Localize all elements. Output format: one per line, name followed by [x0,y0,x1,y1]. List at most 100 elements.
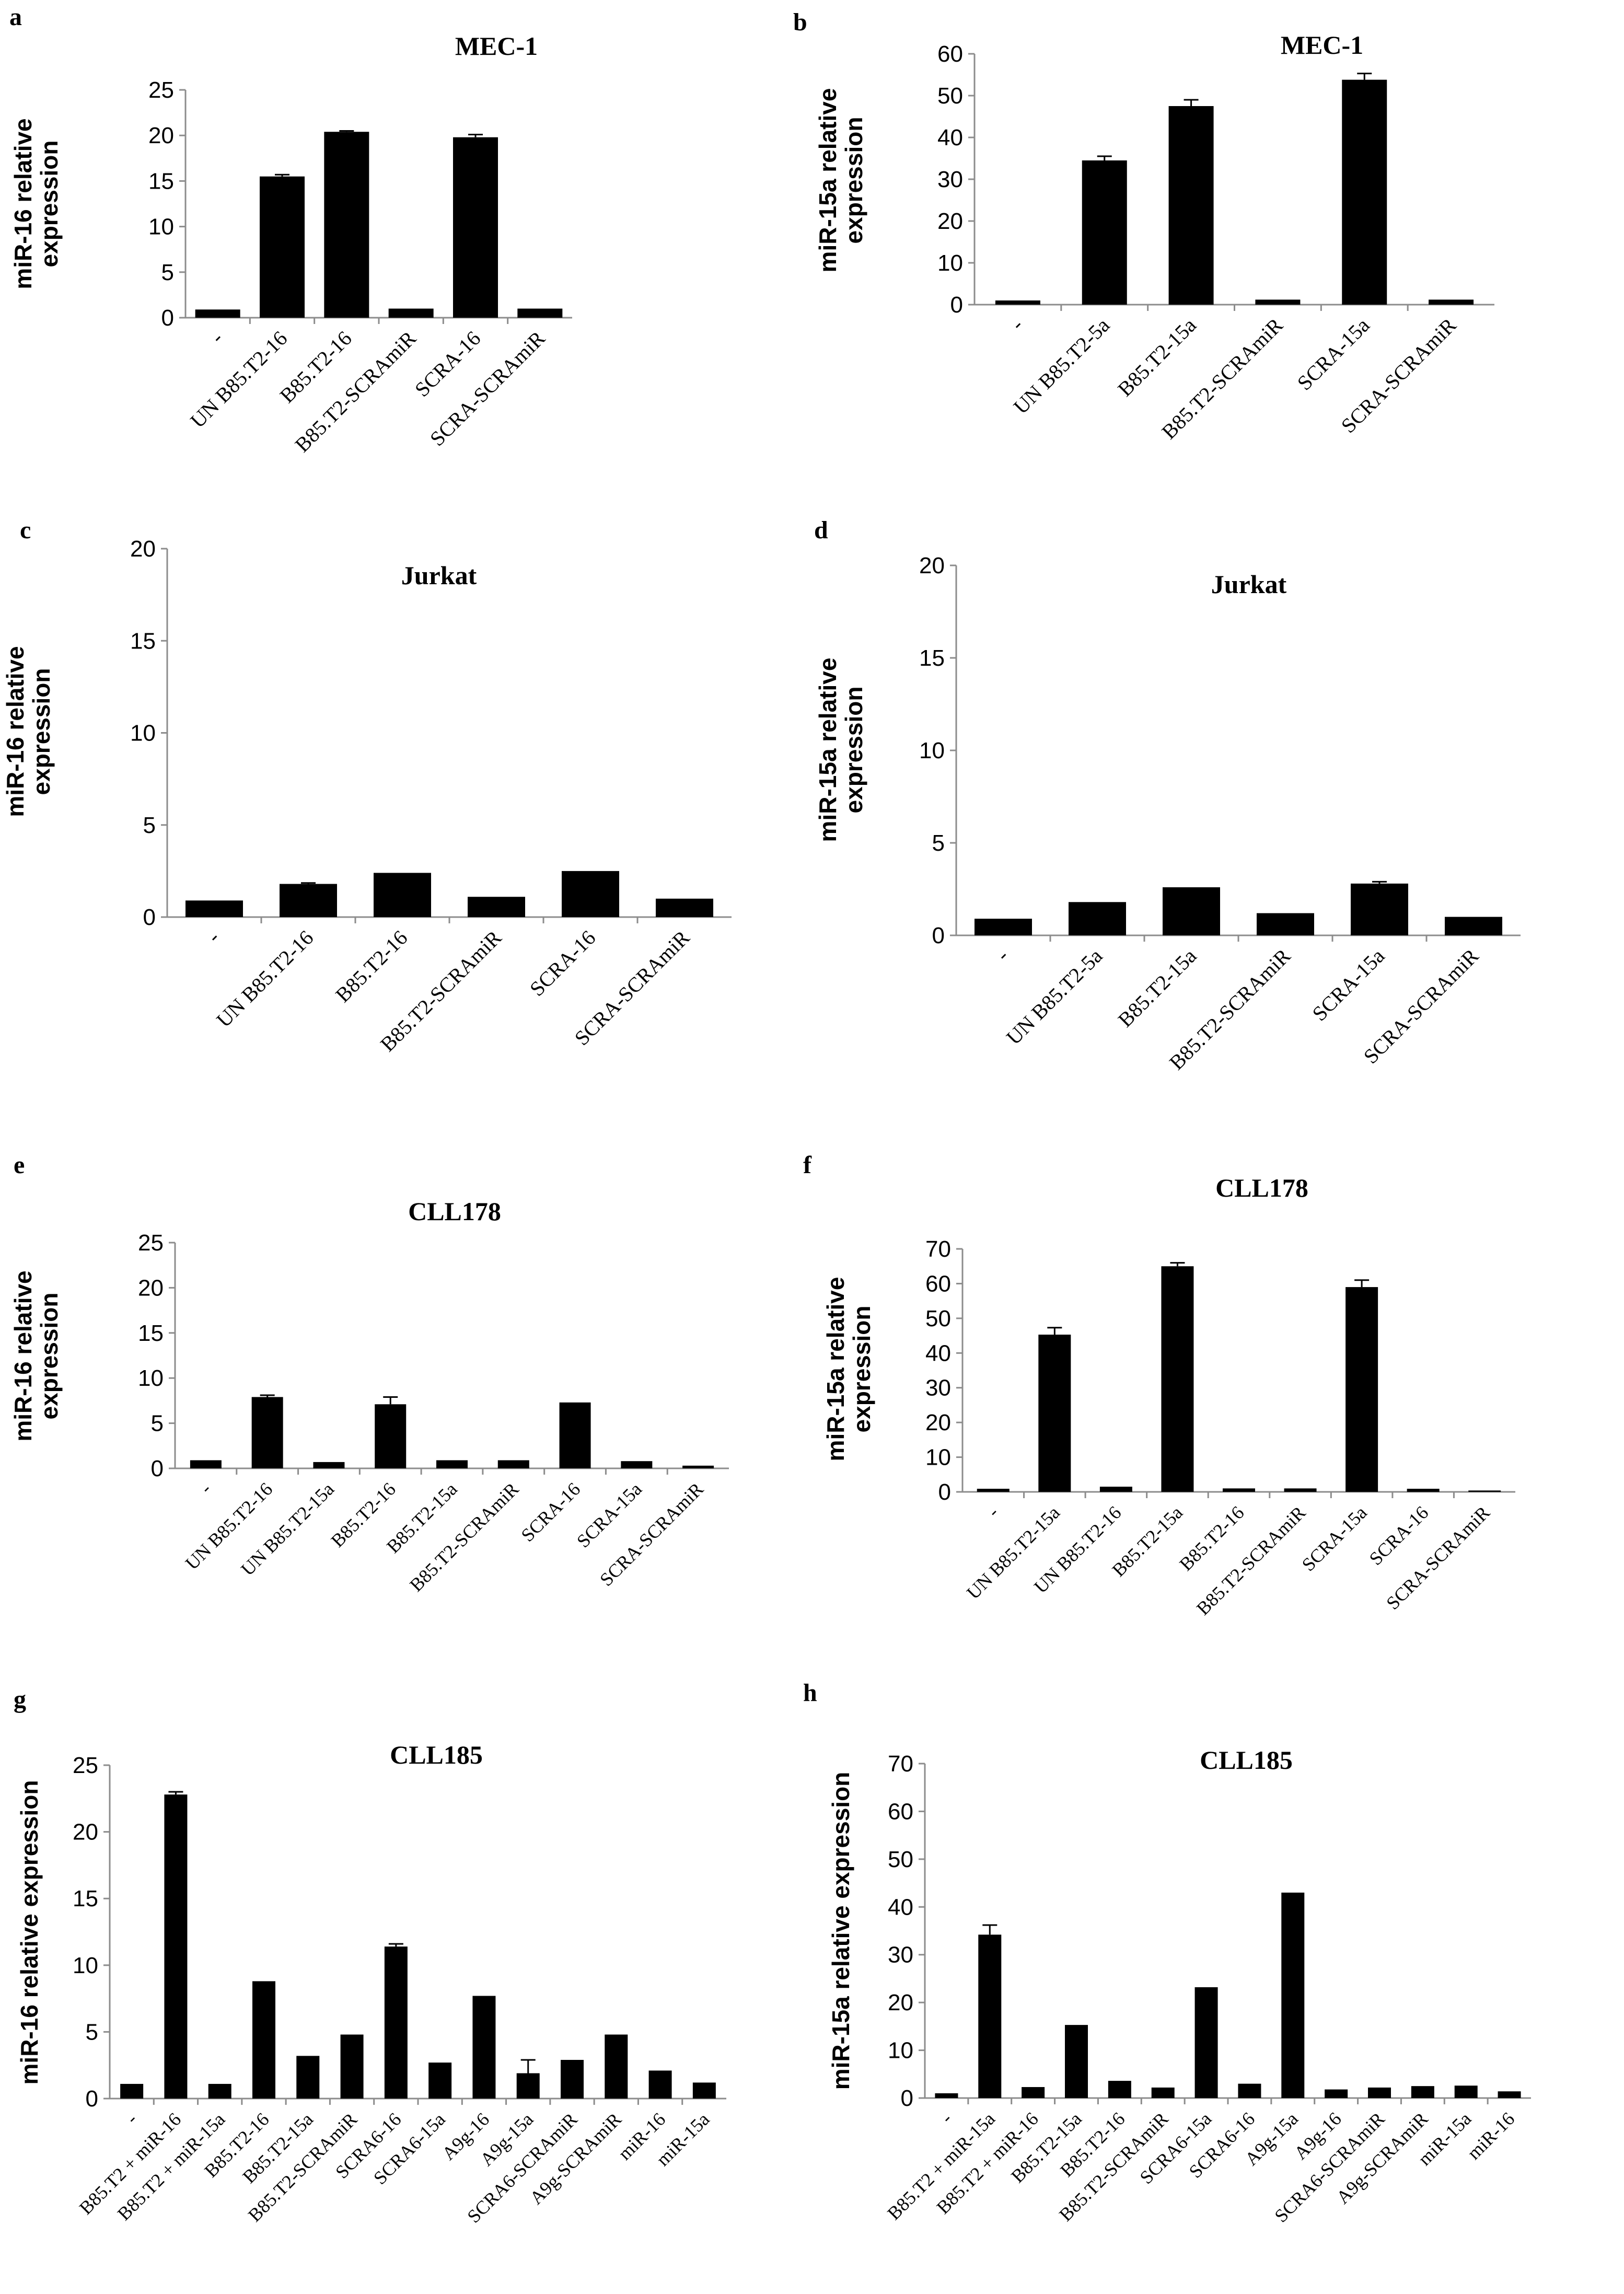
y-tick-label: 15 [138,1320,164,1346]
chart-title: CLL178 [1215,1173,1308,1202]
bar [260,176,305,318]
bar [562,871,619,917]
bar [324,132,369,318]
bar [561,2059,584,2099]
chart-panel-a: a MEC-1 0 5 10 15 20 25 miR-16 relativeexpressio… [9,3,572,457]
chart-panel-f: f CLL178 0 10 20 30 40 50 60 70 miR-15a relativeex… [803,1151,1515,1619]
bar [559,1402,591,1468]
bar [1454,2086,1478,2098]
bar [692,2082,716,2099]
bar [621,1461,653,1468]
y-tick-label: 15 [919,645,945,671]
y-tick-label: 20 [937,208,963,234]
panel-letter: c [20,516,31,544]
y-axis-label: miR-16 relative expression [16,1780,43,2085]
bar [935,2093,958,2098]
bar [1411,2086,1434,2098]
x-tick-label: - [122,2108,141,2128]
bar [468,897,525,917]
y-axis-label: expression [36,141,63,268]
y-tick-label: 5 [151,1411,164,1436]
bar [1284,1488,1317,1492]
bar [1342,79,1387,305]
x-tick-label: SCRA-15a [1307,944,1389,1025]
bar [975,919,1032,935]
y-axis-label: expression [840,117,867,244]
bar [190,1460,222,1468]
chart-title: CLL178 [408,1197,501,1226]
y-tick-label: 10 [888,2038,913,2064]
bar [1468,1490,1501,1492]
x-tick-label: UN B85.T2-16 [185,327,292,433]
x-tick-label: - [1006,314,1027,335]
x-tick-label: UN B85.T2-16 [212,926,318,1032]
y-tick-label: 0 [950,292,963,318]
panel-letter: h [803,1679,817,1707]
bar [120,2083,144,2099]
bar [977,1489,1010,1492]
y-tick-label: 20 [925,1410,951,1435]
y-tick-label: 10 [919,738,945,763]
bar [436,1460,468,1468]
bar [375,1404,407,1468]
bar [1257,913,1314,935]
y-tick-label: 30 [888,1942,913,1968]
bar [374,873,431,917]
y-tick-label: 0 [151,1456,164,1481]
y-tick-label: 10 [925,1445,951,1470]
bar [1022,2087,1045,2098]
chart-title: CLL185 [1200,1745,1293,1775]
bar [978,1934,1002,2098]
bar [1168,106,1214,305]
y-tick-label: 0 [938,1479,951,1505]
bar [340,2034,364,2099]
y-tick-label: 50 [925,1306,951,1331]
y-tick-label: 50 [888,1847,913,1872]
bar [497,1460,529,1468]
bar [1345,1287,1378,1492]
x-tick-label: - [936,2108,956,2127]
y-tick-label: 10 [148,214,174,240]
bar [384,1947,408,2099]
y-axis-label: expression [848,1306,875,1433]
y-axis-label: miR-16 relative [9,118,37,289]
bar [1238,2083,1261,2098]
bar [1445,917,1502,935]
y-tick-label: 0 [86,2086,98,2112]
x-tick-label: - [196,1478,215,1498]
panel-letter: e [14,1151,25,1179]
chart-title: Jurkat [1211,570,1287,599]
y-tick-label: 15 [73,1886,98,1911]
chart-title: Jurkat [401,561,477,590]
y-tick-label: 60 [888,1799,913,1824]
panel-letter: b [793,8,807,36]
y-tick-label: 30 [925,1375,951,1401]
bar [1099,1487,1132,1492]
chart-panel-g: g CLL185 0 5 10 15 20 25 miR-16 relative express… [14,1686,726,2227]
bar [517,308,563,318]
x-tick-label: SCRA-SCRAmiR [1382,1502,1494,1614]
y-tick-label: 60 [937,41,963,67]
y-tick-label: 30 [937,167,963,192]
bar [388,308,434,318]
y-tick-label: 15 [148,168,174,194]
bar [1038,1335,1071,1492]
y-tick-label: 70 [925,1236,951,1262]
y-tick-label: 60 [925,1271,951,1296]
bar [428,2063,452,2099]
y-tick-label: 40 [925,1340,951,1366]
y-tick-label: 25 [138,1230,164,1256]
bar [995,300,1040,305]
chart-panel-c: c Jurkat 0 5 10 15 20 miR-16 relativeexpression… [2,516,732,1056]
chart-title: CLL185 [390,1740,483,1769]
y-tick-label: 20 [130,536,156,562]
bar [280,884,337,917]
bar [472,1996,496,2099]
y-axis-label: expression [28,668,55,795]
y-tick-label: 5 [86,2019,98,2045]
bar [1163,887,1220,935]
x-tick-label: SCRA-SCRAmiR [596,1478,707,1590]
y-tick-label: 5 [143,813,156,838]
panel-letter: d [814,516,828,544]
y-tick-label: 0 [901,2086,913,2111]
